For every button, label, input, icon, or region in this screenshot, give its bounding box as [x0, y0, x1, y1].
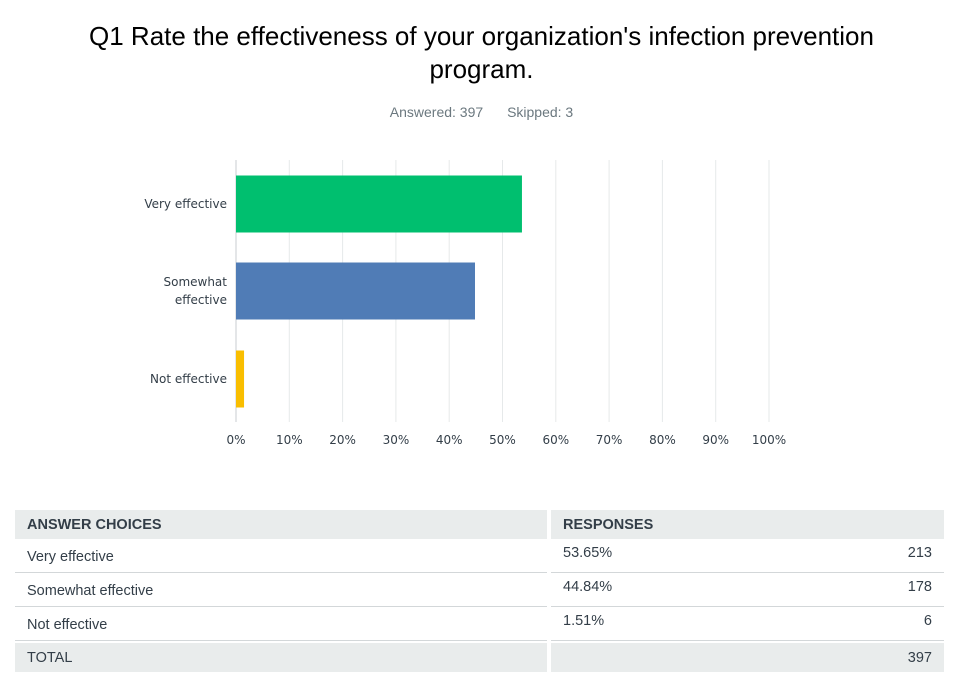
x-tick-label: 100% [752, 433, 786, 447]
x-tick-label: 90% [702, 433, 729, 447]
total-response: 397 [551, 643, 944, 672]
category-label: effective [175, 293, 227, 307]
category-label: Somewhat [163, 275, 227, 289]
table-total-row: TOTAL 397 [15, 643, 944, 672]
bar-chart: 0% 10% 20% 30% 40% 50% 60% 70% 80% 90% 100% Very ef… [144, 160, 786, 447]
row-percent: 53.65% [563, 545, 613, 561]
category-label: Not effective [150, 372, 227, 386]
row-choice: Somewhat effective [15, 573, 547, 607]
row-choice: Very effective [15, 539, 547, 573]
row-percent: 44.84% [563, 579, 613, 595]
responses-table: ANSWER CHOICES RESPONSES Very effective … [15, 510, 944, 672]
x-tick-label: 50% [489, 433, 516, 447]
x-tick-label: 20% [329, 433, 356, 447]
x-tick-label: 60% [542, 433, 569, 447]
x-tick-label: 0% [226, 433, 245, 447]
row-count: 213 [907, 545, 932, 561]
row-response: 53.65% 213 [551, 539, 944, 573]
row-count: 178 [907, 579, 932, 595]
row-percent: 1.51% [563, 613, 605, 629]
total-count: 397 [907, 649, 932, 666]
table-row: Not effective 1.51% 6 [15, 607, 944, 641]
total-label: TOTAL [15, 643, 547, 672]
table-row: Somewhat effective 44.84% 178 [15, 573, 944, 607]
bar-somewhat-effective[interactable] [236, 262, 475, 320]
x-tick-label: 70% [596, 433, 623, 447]
row-choice: Not effective [15, 607, 547, 641]
category-label: Very effective [144, 197, 227, 211]
header-answer-choices: ANSWER CHOICES [15, 510, 547, 539]
answered-count: Answered: 397 [389, 104, 484, 120]
row-response: 1.51% 6 [551, 607, 944, 641]
x-tick-label: 10% [276, 433, 303, 447]
x-tick-label: 40% [436, 433, 463, 447]
row-response: 44.84% 178 [551, 573, 944, 607]
skipped-count: Skipped: 3 [507, 104, 574, 120]
table-header-row: ANSWER CHOICES RESPONSES [15, 510, 944, 539]
response-stats: Answered: 397 Skipped: 3 [0, 104, 963, 120]
bar-not-effective[interactable] [236, 350, 245, 408]
table-row: Very effective 53.65% 213 [15, 539, 944, 573]
x-tick-label: 30% [383, 433, 410, 447]
row-count: 6 [923, 613, 932, 629]
header-responses-label: RESPONSES [563, 516, 654, 533]
x-tick-label: 80% [649, 433, 676, 447]
bar-very-effective[interactable] [236, 175, 522, 233]
question-title: Q1 Rate the effectiveness of your organi… [89, 21, 874, 84]
header-responses: RESPONSES [551, 510, 944, 539]
